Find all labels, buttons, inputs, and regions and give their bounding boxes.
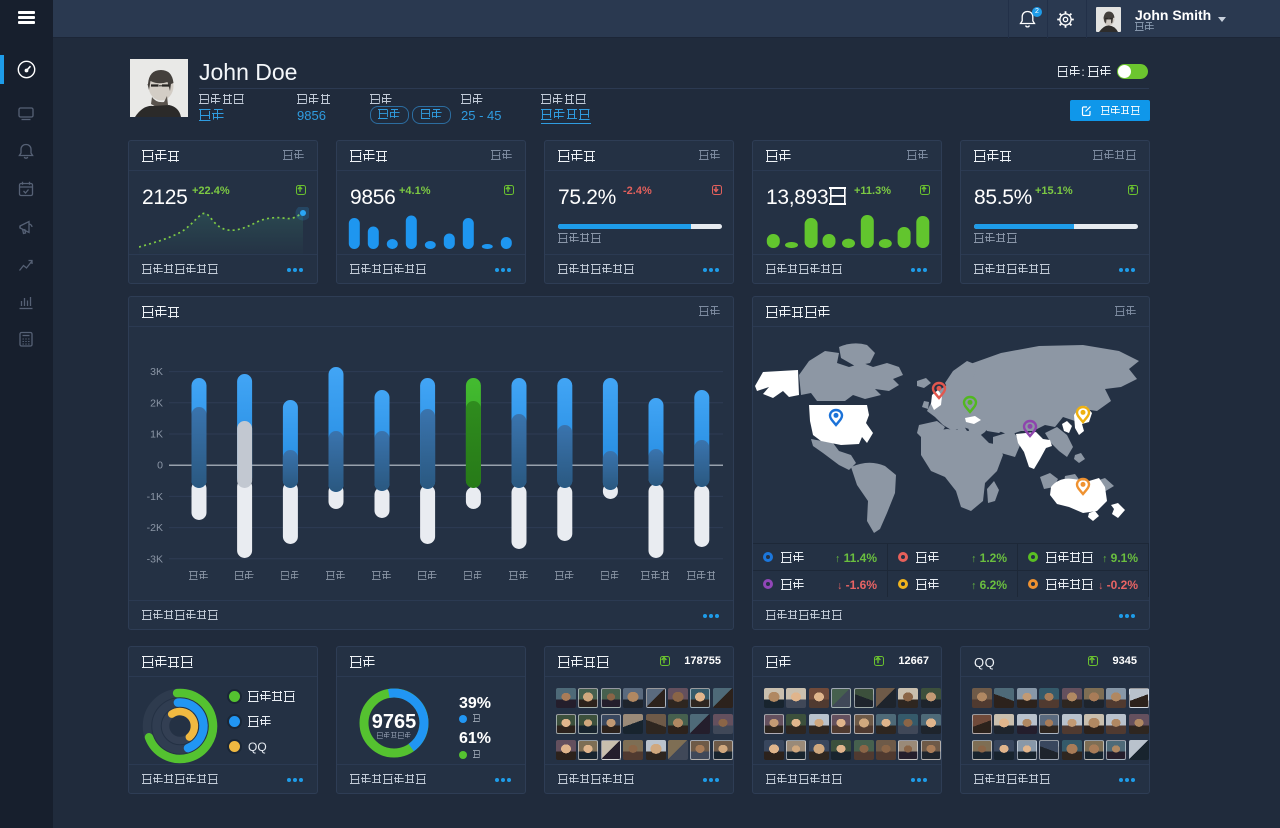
svg-text:-3K: -3K	[147, 553, 163, 565]
svg-text:2K: 2K	[150, 397, 163, 409]
svg-text:-1K: -1K	[147, 491, 163, 503]
svg-text:3K: 3K	[150, 366, 163, 378]
svg-text:1K: 1K	[150, 429, 163, 441]
svg-text:-2K: -2K	[147, 522, 163, 534]
svg-text:0: 0	[157, 460, 163, 472]
